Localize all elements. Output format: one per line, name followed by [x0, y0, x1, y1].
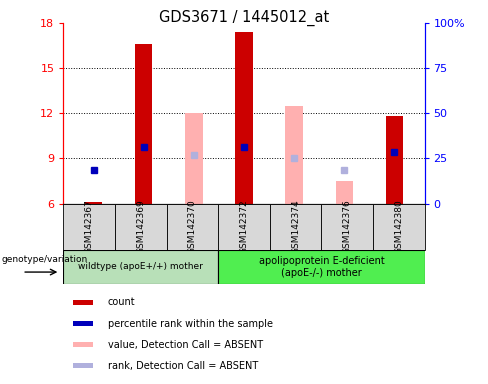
Bar: [373, 204, 425, 250]
Text: count: count: [107, 297, 135, 308]
Text: rank, Detection Call = ABSENT: rank, Detection Call = ABSENT: [107, 361, 258, 371]
Bar: [270, 204, 322, 250]
Text: value, Detection Call = ABSENT: value, Detection Call = ABSENT: [107, 339, 263, 350]
Bar: [386, 116, 403, 204]
Bar: [218, 250, 425, 284]
Bar: [185, 113, 203, 204]
Bar: [63, 204, 115, 250]
Bar: [285, 106, 303, 204]
Bar: [322, 204, 373, 250]
Text: GSM142367: GSM142367: [85, 199, 94, 254]
Bar: [115, 204, 166, 250]
Bar: [73, 342, 93, 347]
Bar: [336, 181, 353, 204]
Bar: [135, 44, 152, 204]
Text: GDS3671 / 1445012_at: GDS3671 / 1445012_at: [159, 10, 329, 26]
Bar: [235, 32, 253, 204]
Text: percentile rank within the sample: percentile rank within the sample: [107, 318, 272, 329]
Bar: [73, 300, 93, 305]
Text: genotype/variation: genotype/variation: [1, 255, 87, 264]
Text: GSM142369: GSM142369: [136, 199, 145, 254]
Text: apolipoprotein E-deficient
(apoE-/-) mother: apolipoprotein E-deficient (apoE-/-) mot…: [259, 256, 384, 278]
Bar: [166, 204, 218, 250]
Bar: [73, 363, 93, 368]
Text: GSM142370: GSM142370: [188, 199, 197, 254]
Bar: [63, 250, 218, 284]
Text: GSM142374: GSM142374: [291, 199, 300, 254]
Text: wildtype (apoE+/+) mother: wildtype (apoE+/+) mother: [79, 262, 203, 271]
Text: GSM142376: GSM142376: [343, 199, 352, 254]
Bar: [85, 202, 102, 204]
Bar: [73, 321, 93, 326]
Bar: [218, 204, 270, 250]
Text: GSM142372: GSM142372: [240, 199, 248, 254]
Text: GSM142380: GSM142380: [394, 199, 403, 254]
